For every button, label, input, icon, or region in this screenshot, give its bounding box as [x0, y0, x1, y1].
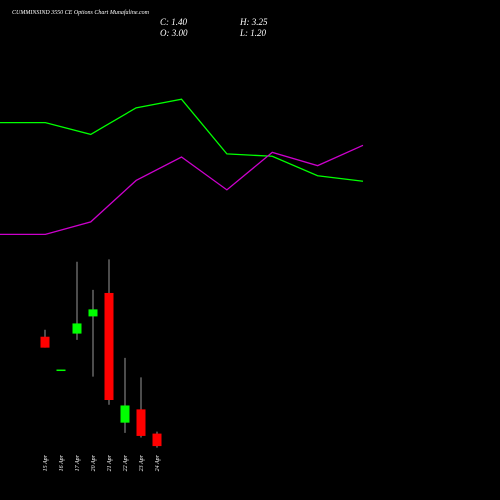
candle-body — [136, 409, 146, 436]
candle-body — [40, 336, 50, 348]
x-tick-label: 22 Apr — [123, 454, 129, 471]
x-tick-label: 15 Apr — [43, 454, 49, 471]
low-label: L: 1.20 — [239, 28, 267, 38]
x-tick-label: 16 Apr — [59, 454, 65, 471]
close-label: C: 1.40 — [160, 17, 188, 27]
chart-title: CUMMINSIND 3550 CE Options Chart Munafal… — [12, 9, 150, 16]
x-tick-label: 21 Apr — [107, 454, 113, 471]
line-series — [0, 98, 364, 182]
candle-body — [104, 292, 114, 400]
high-label: H: 3.25 — [239, 17, 268, 27]
open-label: O: 3.00 — [160, 28, 188, 38]
x-tick-label: 17 Apr — [75, 454, 81, 471]
x-tick-label: 24 Apr — [154, 454, 161, 471]
candle-body — [88, 309, 98, 317]
x-tick-label: 20 Apr — [91, 454, 97, 471]
candle-body — [56, 369, 66, 372]
candle-body — [152, 433, 162, 447]
x-tick-label: 23 Apr — [139, 454, 145, 471]
candle-body — [120, 405, 130, 423]
line-series — [0, 144, 364, 236]
candle-body — [72, 323, 82, 334]
